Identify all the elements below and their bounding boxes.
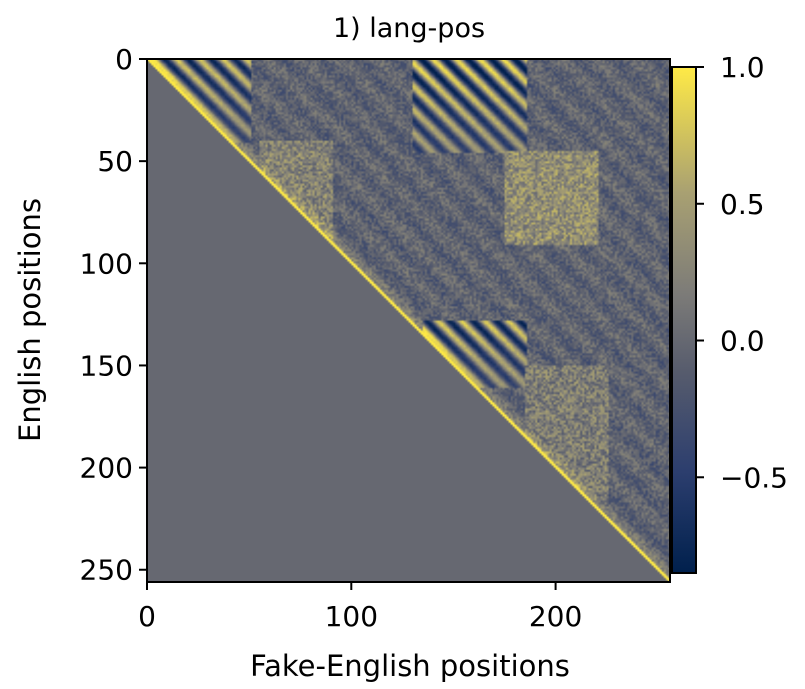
- heatmap-plot: [147, 59, 670, 582]
- x-axis: 0 100 200: [138, 582, 582, 633]
- x-tick-label: 100: [325, 600, 378, 633]
- y-tick-label: 100: [80, 247, 133, 280]
- y-tick-label: 200: [80, 452, 133, 485]
- colorbar-ticks: 1.0 0.5 0.0 −0.5: [696, 51, 788, 494]
- y-tick-label: 150: [80, 349, 133, 382]
- x-axis-label: Fake-English positions: [250, 649, 570, 683]
- colorbar-tick-label: 1.0: [720, 51, 765, 84]
- plot-frame: [146, 58, 671, 583]
- y-axis: 0 50 100 150 200 250: [80, 43, 147, 587]
- y-axis-label: English positions: [13, 198, 47, 442]
- x-tick-label: 200: [529, 600, 582, 633]
- colorbar-tick-label: −0.5: [720, 461, 788, 494]
- colorbar: [671, 66, 697, 574]
- colorbar-tick-label: 0.5: [720, 188, 765, 221]
- y-tick-label: 50: [97, 145, 133, 178]
- x-tick-label: 0: [138, 600, 156, 633]
- y-tick-label: 0: [115, 43, 133, 76]
- colorbar-tick-label: 0.0: [720, 325, 765, 358]
- chart-title: 1) lang-pos: [333, 13, 485, 44]
- y-tick-label: 250: [80, 554, 133, 587]
